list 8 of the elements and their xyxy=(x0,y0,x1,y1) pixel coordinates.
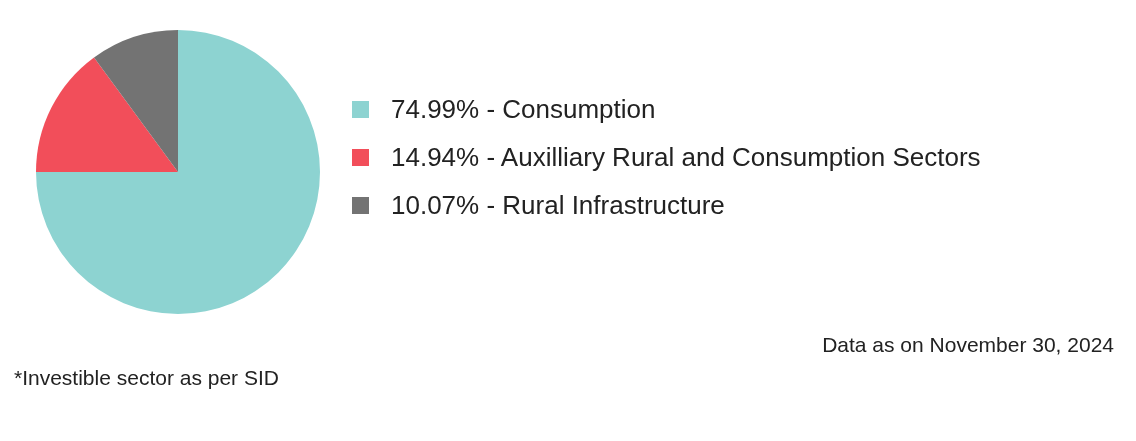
pie-slice xyxy=(36,57,178,173)
pie-slice xyxy=(36,30,320,314)
text: *Investible sector as per SID xyxy=(14,366,279,390)
legend-label: 10.07% - Rural Infrastructure xyxy=(391,189,725,221)
pie-slice xyxy=(94,30,178,172)
legend-label: 74.99% - Consumption xyxy=(391,93,656,125)
text: Data as on November 30, 2024 xyxy=(822,333,1114,357)
legend-label: 14.94% - Auxilliary Rural and Consumption Sectors xyxy=(391,141,981,173)
